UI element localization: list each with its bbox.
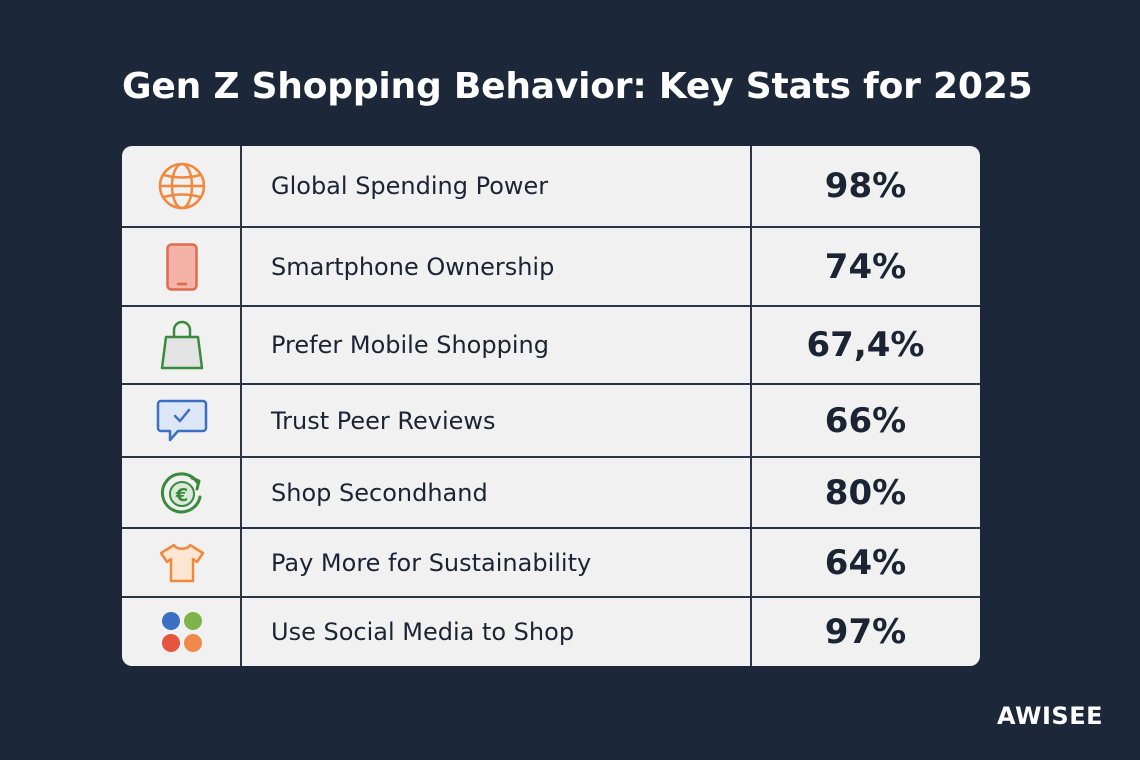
stat-value: 80% <box>824 472 907 513</box>
euro-recycle-icon: € <box>122 458 241 527</box>
chat-check-icon <box>122 385 241 456</box>
stat-label: Prefer Mobile Shopping <box>271 331 549 359</box>
table-row: Pay More for Sustainability 64% <box>122 529 980 598</box>
svg-text:€: € <box>174 485 188 506</box>
shopping-bag-icon <box>122 307 241 383</box>
column-divider <box>750 146 752 666</box>
smartphone-icon <box>122 228 241 305</box>
stat-label: Pay More for Sustainability <box>271 548 592 577</box>
table-row: Global Spending Power 98% <box>122 146 980 228</box>
table-row: Prefer Mobile Shopping 67,4% <box>122 307 980 385</box>
stat-label: Smartphone Ownership <box>271 252 555 281</box>
table-row: € Shop Secondhand 80% <box>122 458 980 529</box>
stat-label: Use Social Media to Shop <box>271 618 575 646</box>
stat-label: Shop Secondhand <box>271 478 488 507</box>
stat-value: 67,4% <box>806 325 925 365</box>
stat-value: 74% <box>824 246 907 287</box>
globe-icon <box>122 146 241 226</box>
brand-logo: AWISEE <box>997 702 1103 730</box>
stat-value: 98% <box>824 166 907 206</box>
social-dots-icon <box>122 598 241 666</box>
stats-table: Global Spending Power 98% Smartphone Own… <box>122 146 980 666</box>
stat-value: 66% <box>824 400 907 441</box>
table-row: Use Social Media to Shop 97% <box>122 598 980 666</box>
table-row: Trust Peer Reviews 66% <box>122 385 980 458</box>
page-title: Gen Z Shopping Behavior: Key Stats for 2… <box>122 66 1033 107</box>
tshirt-icon <box>122 529 241 596</box>
stat-label: Global Spending Power <box>271 172 549 200</box>
table-row: Smartphone Ownership 74% <box>122 228 980 307</box>
stat-value: 64% <box>824 542 907 583</box>
stat-value: 97% <box>824 612 907 652</box>
stat-label: Trust Peer Reviews <box>271 406 496 435</box>
column-divider <box>240 146 242 666</box>
